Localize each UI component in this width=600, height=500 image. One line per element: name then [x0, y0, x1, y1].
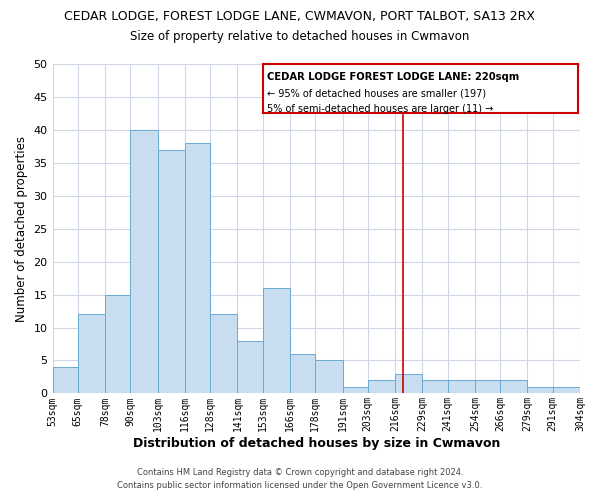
Bar: [263, 288, 290, 394]
Bar: [158, 150, 185, 394]
Bar: [475, 380, 500, 394]
Bar: [105, 294, 130, 394]
Bar: [368, 380, 395, 394]
Bar: [500, 380, 527, 394]
Bar: [210, 314, 238, 394]
Text: 5% of semi-detached houses are larger (11) →: 5% of semi-detached houses are larger (1…: [267, 104, 493, 114]
Text: CEDAR LODGE FOREST LODGE LANE: 220sqm: CEDAR LODGE FOREST LODGE LANE: 220sqm: [267, 72, 519, 82]
Text: Size of property relative to detached houses in Cwmavon: Size of property relative to detached ho…: [130, 30, 470, 43]
Text: ← 95% of detached houses are smaller (197): ← 95% of detached houses are smaller (19…: [267, 88, 486, 99]
Bar: [343, 387, 368, 394]
Bar: [448, 380, 475, 394]
Text: Contains HM Land Registry data © Crown copyright and database right 2024.
Contai: Contains HM Land Registry data © Crown c…: [118, 468, 482, 490]
Bar: [238, 340, 263, 394]
Bar: [315, 360, 343, 394]
Y-axis label: Number of detached properties: Number of detached properties: [15, 136, 28, 322]
Bar: [185, 143, 210, 394]
FancyBboxPatch shape: [263, 64, 578, 114]
Bar: [78, 314, 105, 394]
Bar: [527, 387, 553, 394]
Bar: [290, 354, 315, 394]
Text: CEDAR LODGE, FOREST LODGE LANE, CWMAVON, PORT TALBOT, SA13 2RX: CEDAR LODGE, FOREST LODGE LANE, CWMAVON,…: [65, 10, 536, 23]
Bar: [130, 130, 158, 394]
Bar: [553, 387, 580, 394]
Bar: [422, 380, 448, 394]
Bar: [53, 367, 78, 394]
X-axis label: Distribution of detached houses by size in Cwmavon: Distribution of detached houses by size …: [133, 437, 500, 450]
Bar: [395, 374, 422, 394]
